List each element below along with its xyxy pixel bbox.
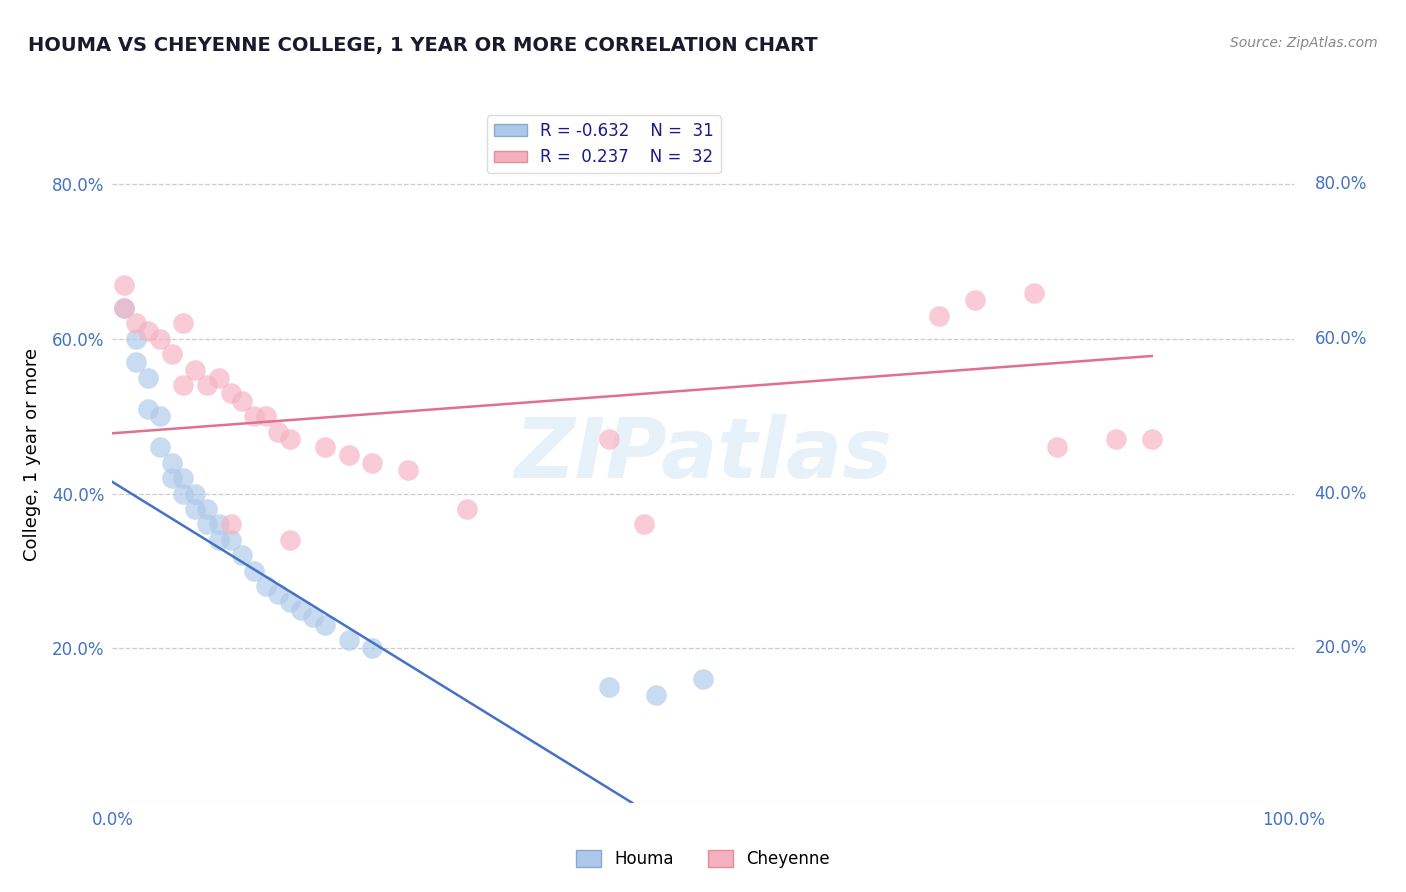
Point bbox=[172, 378, 194, 392]
Point bbox=[208, 517, 231, 532]
Point bbox=[112, 277, 135, 292]
Point bbox=[290, 602, 312, 616]
Point bbox=[598, 433, 620, 447]
Point bbox=[125, 332, 148, 346]
Point bbox=[149, 409, 172, 424]
Point bbox=[136, 401, 159, 416]
Point bbox=[231, 549, 253, 563]
Point bbox=[219, 517, 242, 532]
Point bbox=[219, 533, 242, 547]
Point bbox=[361, 641, 384, 656]
Point bbox=[598, 680, 620, 694]
Point bbox=[172, 471, 194, 485]
Point bbox=[314, 618, 336, 632]
Point bbox=[267, 587, 290, 601]
Point bbox=[136, 324, 159, 338]
Text: HOUMA VS CHEYENNE COLLEGE, 1 YEAR OR MORE CORRELATION CHART: HOUMA VS CHEYENNE COLLEGE, 1 YEAR OR MOR… bbox=[28, 36, 818, 54]
Point bbox=[172, 317, 194, 331]
Y-axis label: College, 1 year or more: College, 1 year or more bbox=[22, 349, 41, 561]
Text: 20.0%: 20.0% bbox=[1315, 640, 1367, 657]
Point bbox=[184, 502, 207, 516]
Point bbox=[184, 486, 207, 500]
Point bbox=[314, 440, 336, 454]
Point bbox=[160, 471, 183, 485]
Point bbox=[208, 533, 231, 547]
Point bbox=[195, 378, 218, 392]
Point bbox=[136, 370, 159, 384]
Point bbox=[160, 347, 183, 361]
Point bbox=[254, 579, 277, 593]
Point bbox=[278, 595, 301, 609]
Point bbox=[149, 440, 172, 454]
Point bbox=[278, 433, 301, 447]
Point bbox=[125, 355, 148, 369]
Point bbox=[243, 409, 266, 424]
Point bbox=[302, 610, 325, 624]
Point bbox=[692, 672, 714, 686]
Point bbox=[231, 393, 253, 408]
Point bbox=[1022, 285, 1045, 300]
Text: 60.0%: 60.0% bbox=[1315, 330, 1367, 348]
Text: 40.0%: 40.0% bbox=[1315, 484, 1367, 502]
Point bbox=[184, 363, 207, 377]
Text: 80.0%: 80.0% bbox=[1315, 176, 1367, 194]
Point bbox=[278, 533, 301, 547]
Legend: R = -0.632    N =  31, R =  0.237    N =  32: R = -0.632 N = 31, R = 0.237 N = 32 bbox=[486, 115, 721, 173]
Point bbox=[172, 486, 194, 500]
Point bbox=[396, 463, 419, 477]
Point bbox=[160, 456, 183, 470]
Point bbox=[267, 425, 290, 439]
Point bbox=[361, 456, 384, 470]
Text: Source: ZipAtlas.com: Source: ZipAtlas.com bbox=[1230, 36, 1378, 50]
Point bbox=[456, 502, 478, 516]
Point bbox=[219, 386, 242, 401]
Point bbox=[1046, 440, 1069, 454]
Point bbox=[243, 564, 266, 578]
Point bbox=[337, 633, 360, 648]
Point bbox=[633, 517, 655, 532]
Point bbox=[112, 301, 135, 315]
Text: ZIPatlas: ZIPatlas bbox=[515, 415, 891, 495]
Point bbox=[125, 317, 148, 331]
Point bbox=[1105, 433, 1128, 447]
Point bbox=[195, 517, 218, 532]
Legend: Houma, Cheyenne: Houma, Cheyenne bbox=[569, 843, 837, 875]
Point bbox=[254, 409, 277, 424]
Point bbox=[112, 301, 135, 315]
Point bbox=[644, 688, 666, 702]
Point bbox=[195, 502, 218, 516]
Point bbox=[963, 293, 986, 308]
Point bbox=[1140, 433, 1163, 447]
Point bbox=[928, 309, 950, 323]
Point bbox=[149, 332, 172, 346]
Point bbox=[337, 448, 360, 462]
Point bbox=[208, 370, 231, 384]
